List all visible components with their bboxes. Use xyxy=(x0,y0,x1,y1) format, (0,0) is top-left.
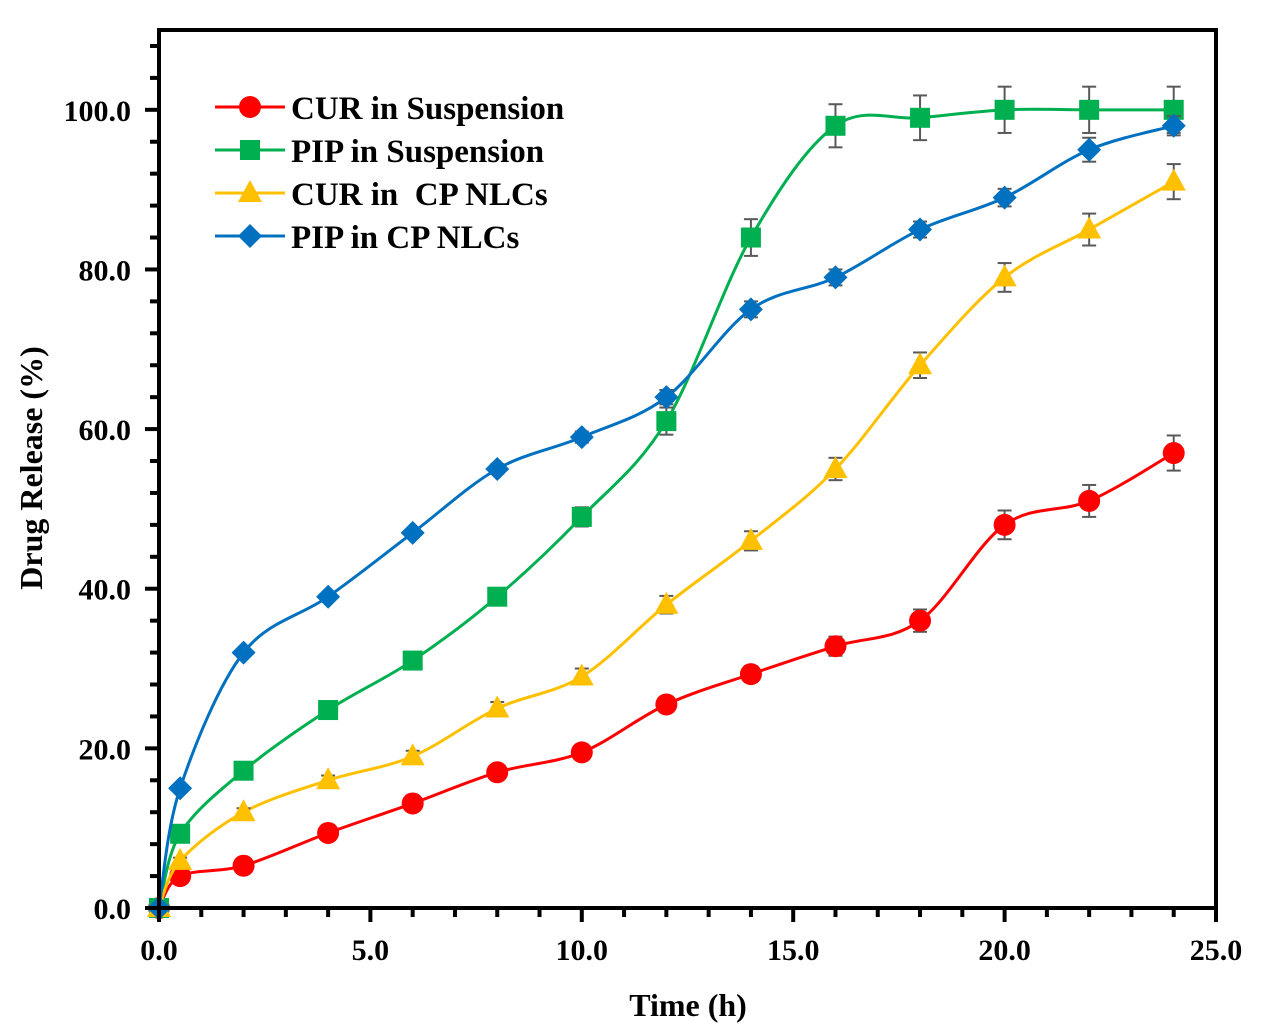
series-pip-in-cp-nlcs xyxy=(147,113,1186,920)
legend-entry: CUR in Suspension xyxy=(215,91,564,127)
data-point xyxy=(233,760,254,781)
data-point xyxy=(1078,489,1101,512)
series-line xyxy=(157,180,1175,909)
legend-marker-triangle xyxy=(238,180,262,202)
data-point xyxy=(1162,442,1185,465)
data-point xyxy=(485,457,510,481)
data-point xyxy=(994,99,1015,120)
data-point xyxy=(823,456,848,478)
x-tick-label: 25.0 xyxy=(1190,934,1243,967)
y-tick-label: 0.0 xyxy=(94,893,132,926)
y-tick-label: 20.0 xyxy=(79,733,132,766)
series-layer xyxy=(147,85,1186,920)
data-point xyxy=(486,761,509,784)
data-point xyxy=(402,650,423,671)
data-point xyxy=(485,695,510,718)
series-line xyxy=(157,451,1175,909)
legend-marker-square xyxy=(240,140,260,160)
x-tick-label: 0.0 xyxy=(140,934,178,967)
data-point xyxy=(738,527,763,550)
data-point xyxy=(1161,113,1186,138)
legend-label: CUR in Suspension xyxy=(291,91,564,127)
data-point xyxy=(656,411,677,432)
data-point xyxy=(825,115,846,136)
data-point xyxy=(317,821,340,844)
data-point xyxy=(740,227,761,248)
data-point xyxy=(318,700,339,721)
data-point xyxy=(400,743,425,766)
legend-entry: PIP in Suspension xyxy=(215,134,544,170)
data-point xyxy=(570,741,593,764)
y-tick-label: 100.0 xyxy=(64,95,132,128)
data-point xyxy=(908,217,933,242)
series-line xyxy=(157,107,1174,909)
data-point xyxy=(992,264,1017,287)
data-point xyxy=(992,185,1017,210)
plot-frame xyxy=(157,28,1218,910)
series-cur-in-cp-nlcs xyxy=(147,163,1186,917)
data-point xyxy=(401,792,424,815)
data-point xyxy=(231,640,256,665)
data-point xyxy=(909,609,932,632)
data-point xyxy=(910,107,931,128)
legend-entry: PIP in CP NLCs xyxy=(215,220,519,256)
legend: CUR in Suspension PIP in Suspension CUR in… xyxy=(215,91,564,256)
axes-layer: 0.0 20.0 40.0 60.0 80.0 100.0 0.0 5.0 10.0 15.0 20… xyxy=(64,28,1243,967)
x-tick-label: 15.0 xyxy=(767,934,820,967)
legend-label: PIP in CP NLCs xyxy=(291,220,519,256)
data-point xyxy=(232,854,255,877)
x-tick-label: 20.0 xyxy=(978,934,1031,967)
data-point xyxy=(571,506,592,527)
data-point xyxy=(316,584,341,609)
data-point xyxy=(654,385,679,410)
legend-marker-diamond xyxy=(238,224,262,248)
data-point xyxy=(168,847,193,870)
data-point xyxy=(738,297,763,322)
data-point xyxy=(908,352,933,375)
legend-label: CUR in CP NLCs xyxy=(291,177,548,213)
y-tick-label: 40.0 xyxy=(79,574,132,607)
data-point xyxy=(569,425,594,450)
x-tick-label: 10.0 xyxy=(556,934,609,967)
data-point xyxy=(654,591,679,614)
x-tick-label: 5.0 xyxy=(352,934,390,967)
data-point xyxy=(739,663,762,686)
y-axis-title: Drug Release (%) xyxy=(13,346,49,589)
data-point xyxy=(170,823,191,844)
data-point xyxy=(569,663,594,686)
data-point xyxy=(1163,99,1184,120)
x-axis-title: Time (h) xyxy=(629,987,747,1023)
data-point xyxy=(487,586,508,607)
data-point xyxy=(655,693,678,716)
legend-marker-circle xyxy=(239,96,261,118)
data-point xyxy=(1079,99,1100,120)
y-tick-label: 80.0 xyxy=(79,254,132,287)
data-point xyxy=(168,776,193,801)
data-point xyxy=(824,635,847,658)
data-point xyxy=(1161,168,1186,191)
data-point xyxy=(1077,137,1102,162)
legend-entry: CUR in CP NLCs xyxy=(215,177,548,213)
data-point xyxy=(231,799,256,822)
y-tick-label: 60.0 xyxy=(79,414,132,447)
data-point xyxy=(823,265,848,290)
data-point xyxy=(400,520,425,545)
data-point xyxy=(316,767,341,790)
data-point xyxy=(1077,216,1102,239)
series-pip-in-suspension xyxy=(149,85,1184,918)
legend-label: PIP in Suspension xyxy=(291,134,544,170)
series-cur-in-suspension xyxy=(148,434,1185,919)
data-point xyxy=(993,513,1016,536)
